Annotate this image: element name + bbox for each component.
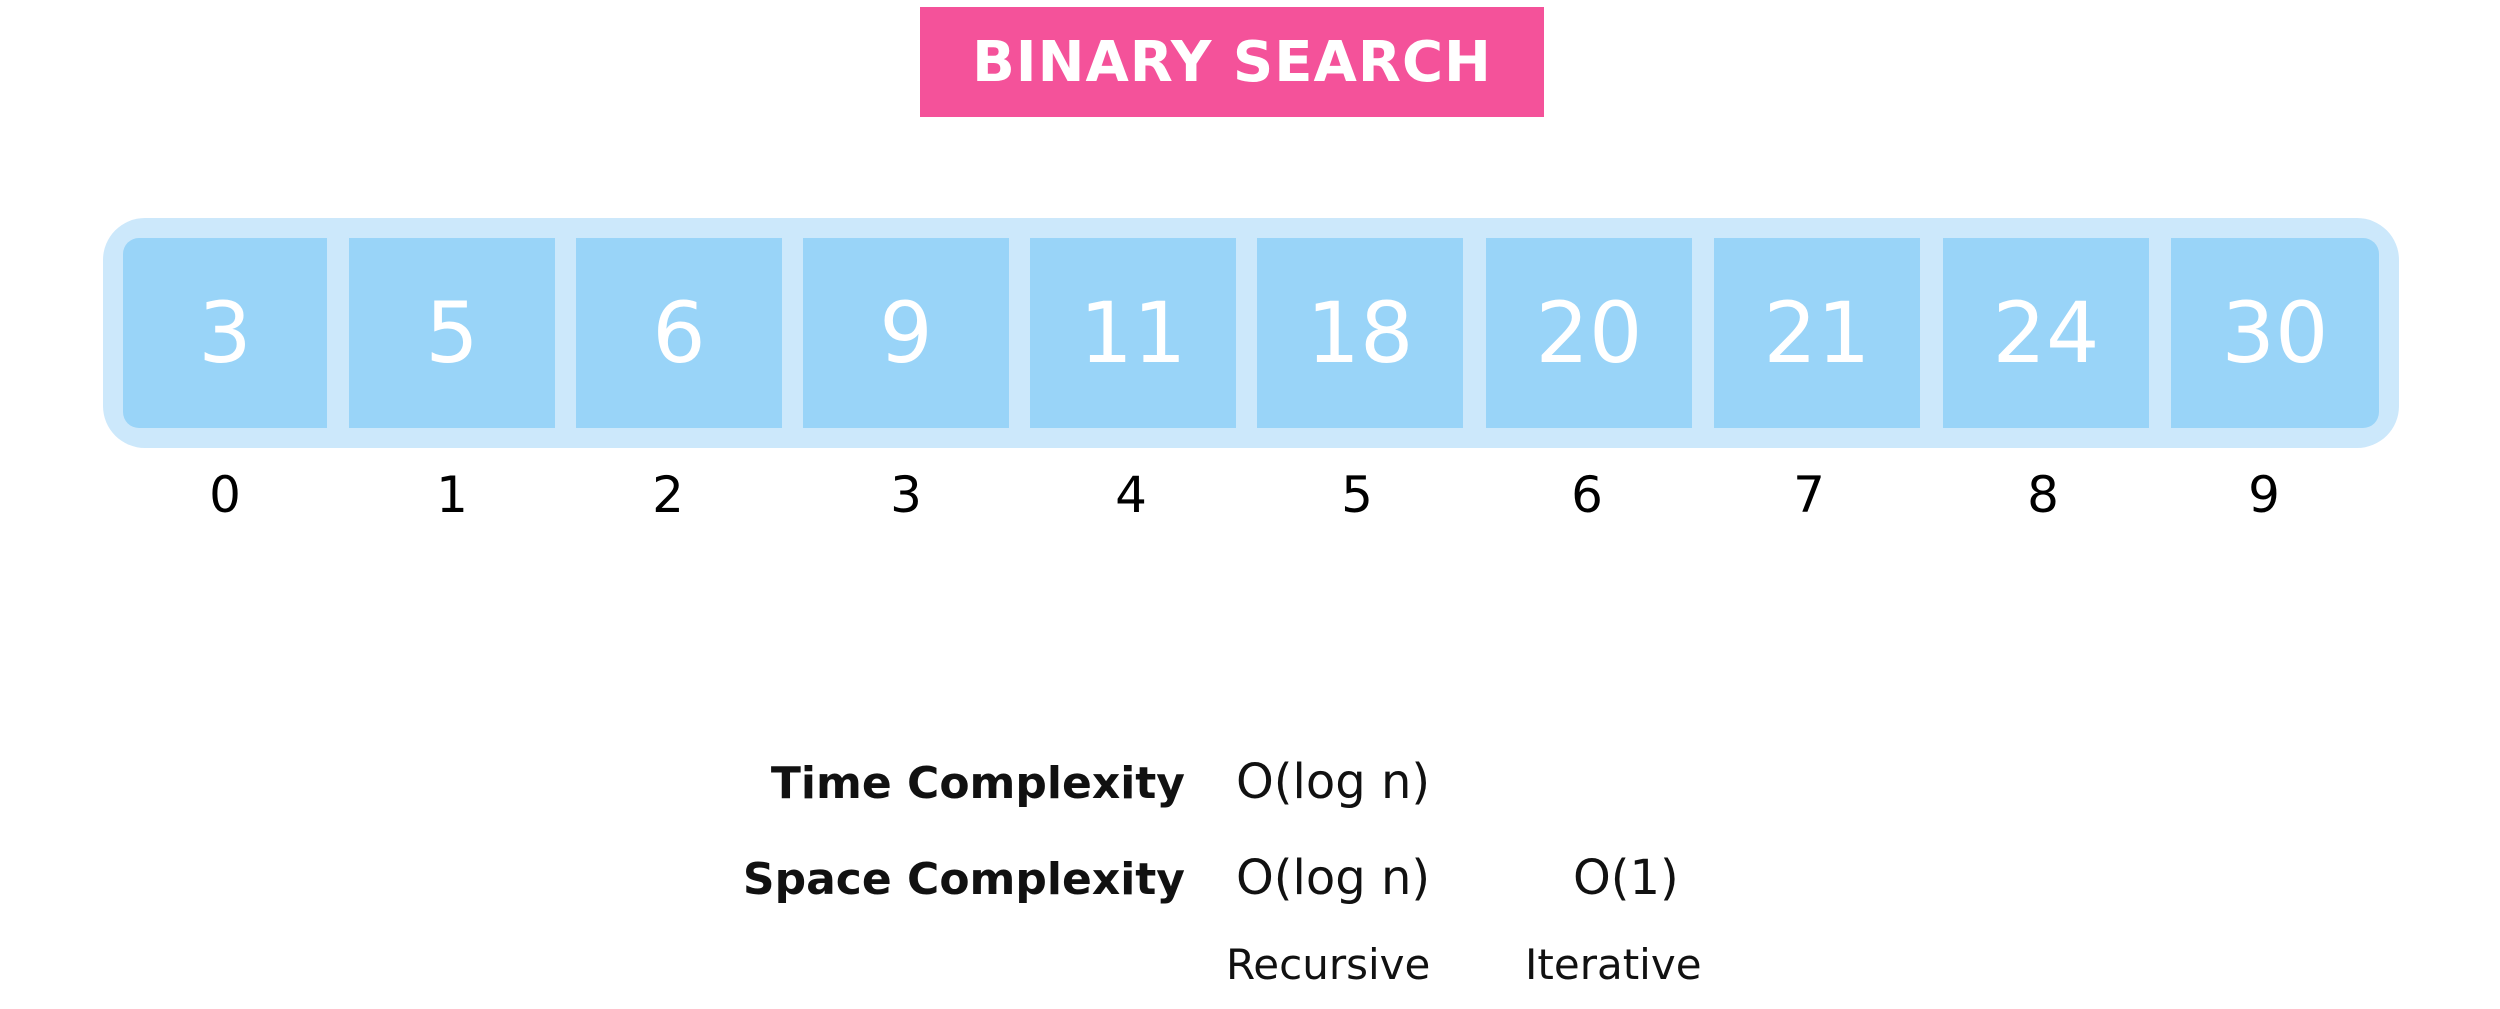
array-index-8: 8 xyxy=(2027,466,2059,524)
array-cell-8: 24 xyxy=(1943,238,2149,428)
array-value: 11 xyxy=(1079,284,1187,382)
array-value: 30 xyxy=(2221,284,2329,382)
array-value: 21 xyxy=(1763,284,1871,382)
recursive-caption: Recursive xyxy=(1226,940,1431,989)
array-index-7: 7 xyxy=(1793,466,1825,524)
time-complexity-label: Time Complexity xyxy=(770,758,1185,809)
array-value: 24 xyxy=(1992,284,2100,382)
array-index-4: 4 xyxy=(1115,466,1147,524)
iterative-caption: Iterative xyxy=(1525,940,1702,989)
array-cell-7: 21 xyxy=(1714,238,1920,428)
array-value: 3 xyxy=(198,284,252,382)
array-index-6: 6 xyxy=(1571,466,1603,524)
page-title: BINARY SEARCH xyxy=(972,29,1492,95)
array-value: 9 xyxy=(879,284,933,382)
array-cell-4: 11 xyxy=(1030,238,1236,428)
array-index-2: 2 xyxy=(652,466,684,524)
space-complexity-label: Space Complexity xyxy=(742,854,1185,905)
array-index-1: 1 xyxy=(436,466,468,524)
array-cell-1: 5 xyxy=(349,238,555,428)
time-complexity-value: O(log n) xyxy=(1236,754,1431,810)
array-cell-2: 6 xyxy=(576,238,782,428)
title-banner: BINARY SEARCH xyxy=(920,7,1544,117)
array-cell-3: 9 xyxy=(803,238,1009,428)
array-value: 18 xyxy=(1306,284,1414,382)
array-cell-6: 20 xyxy=(1486,238,1692,428)
array-cell-0: 3 xyxy=(123,238,327,428)
array-index-0: 0 xyxy=(209,466,241,524)
array-value: 20 xyxy=(1535,284,1643,382)
array-cell-5: 18 xyxy=(1257,238,1463,428)
array-value: 5 xyxy=(425,284,479,382)
array-index-3: 3 xyxy=(890,466,922,524)
array-index-5: 5 xyxy=(1341,466,1373,524)
array-value: 6 xyxy=(652,284,706,382)
space-complexity-iterative-value: O(1) xyxy=(1573,850,1679,906)
array-index-9: 9 xyxy=(2248,466,2280,524)
space-complexity-recursive-value: O(log n) xyxy=(1236,850,1431,906)
array-cell-9: 30 xyxy=(2171,238,2379,428)
